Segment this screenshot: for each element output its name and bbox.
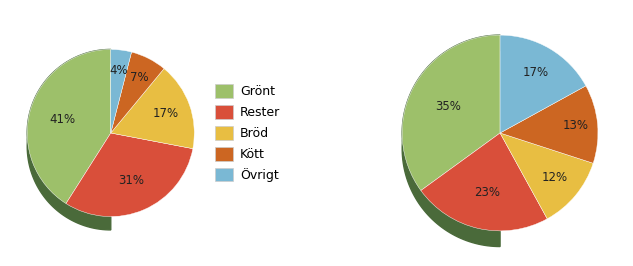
Wedge shape: [500, 133, 593, 219]
Wedge shape: [111, 52, 164, 133]
Text: 35%: 35%: [435, 100, 461, 113]
Text: 41%: 41%: [49, 113, 76, 126]
Text: 17%: 17%: [153, 107, 179, 120]
Text: 13%: 13%: [563, 119, 589, 132]
Wedge shape: [402, 35, 500, 190]
Wedge shape: [27, 49, 111, 203]
Wedge shape: [500, 35, 586, 133]
Wedge shape: [111, 69, 194, 149]
Wedge shape: [500, 86, 598, 163]
Text: 4%: 4%: [110, 64, 128, 77]
Wedge shape: [421, 133, 547, 231]
Legend: Grönt, Rester, Bröd, Kött, Övrigt: Grönt, Rester, Bröd, Kött, Övrigt: [215, 84, 280, 182]
Text: 31%: 31%: [118, 174, 144, 187]
Wedge shape: [66, 133, 193, 217]
Text: 17%: 17%: [523, 66, 549, 79]
Polygon shape: [27, 49, 111, 230]
Text: 7%: 7%: [130, 71, 149, 84]
Wedge shape: [111, 49, 132, 133]
Text: 12%: 12%: [541, 171, 567, 184]
Text: 23%: 23%: [474, 186, 500, 199]
Polygon shape: [402, 35, 500, 247]
